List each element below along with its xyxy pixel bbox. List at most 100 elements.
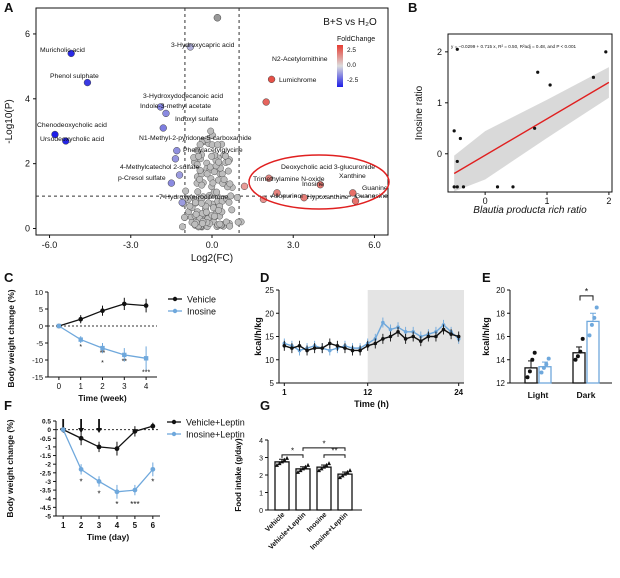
d-data-point [358, 348, 362, 353]
f-x-tick-label: 4 [115, 521, 120, 530]
g-data-point [322, 464, 326, 469]
f-legend-label: Vehicle+Leptin [186, 418, 245, 428]
g-data-point [282, 457, 287, 462]
a-point-label: Inosine [302, 181, 324, 188]
f-x-tick-label: 2 [79, 521, 84, 530]
e-data-point [589, 322, 594, 327]
f-dose-arrow-head [78, 428, 85, 433]
f-y-tick-label: -4.5 [40, 505, 52, 512]
a-point-label: 7-Hydroxyferrociferone [159, 194, 228, 201]
f-legend-label: Inosine+Leptin [186, 430, 245, 440]
a-neutral-point [220, 176, 228, 183]
b-y-tick-label: 0 [437, 149, 442, 159]
a-x-tick-label: 6.0 [368, 240, 381, 250]
g-data-point [303, 464, 308, 469]
a-data-point [349, 189, 357, 197]
a-point-label: p-Cresol sulfate [118, 175, 166, 182]
a-y-axis-label: -Log10(P) [4, 99, 15, 143]
b-equation-annotation: y = −0.0299 + 0.715 x, R² = 0.50, R²adj … [451, 44, 577, 49]
a-y-tick-label: 4 [25, 94, 30, 104]
a-point-label: N2-Acetylornithine [272, 56, 328, 63]
e-data-point [530, 357, 535, 362]
a-data-point [267, 75, 276, 83]
g-data-point [306, 462, 310, 467]
f-data-point [114, 446, 120, 452]
g-data-point [340, 473, 345, 478]
b-fit-line [453, 81, 610, 175]
g-data-point [285, 455, 289, 460]
a-neutral-point [224, 167, 232, 175]
c-legend-label: Inosine [187, 307, 216, 317]
g-data-point [301, 466, 305, 471]
e-y-tick-label: 16 [496, 333, 505, 342]
c-data-point [143, 356, 149, 361]
f-y-tick-label: -3 [45, 479, 51, 486]
f-y-tick-label: -2.5 [40, 470, 52, 477]
e-data-point [587, 333, 592, 338]
b-data-point [511, 185, 515, 189]
c-data-point [100, 308, 105, 314]
g-data-point [319, 466, 324, 471]
b-data-point [495, 185, 500, 189]
c-legend-label: Vehicle [187, 295, 216, 305]
f-significance-mark: * [80, 477, 83, 486]
f-x-axis-label: Time (day) [87, 532, 130, 542]
a-legend-tick-label: 0.0 [347, 62, 356, 69]
f-x-tick-label: 1 [61, 521, 66, 530]
a-neutral-point [206, 163, 214, 171]
d-x-tick-label: 12 [363, 388, 372, 397]
g-significance-bracket [323, 454, 346, 458]
b-data-point [455, 185, 459, 189]
a-neutral-point [214, 141, 222, 149]
a-neutral-point [196, 175, 204, 183]
a-neutral-point [193, 161, 201, 169]
f-series-line [62, 429, 154, 493]
c-significance-mark: * [101, 360, 104, 367]
a-point-label: Phenylacetylglycine [183, 147, 243, 154]
a-legend-colorbar [337, 45, 343, 87]
a-point-label: 4-Methylcatechol 2-sulfate [120, 164, 200, 171]
e-data-point [544, 362, 549, 367]
a-neutral-point [195, 152, 203, 160]
a-data-point [159, 124, 167, 132]
d-data-point [381, 337, 385, 341]
c-data-point [78, 316, 83, 322]
a-data-point [273, 189, 281, 197]
d-data-point [449, 332, 453, 336]
f-x-tick-label: 6 [151, 521, 156, 530]
e-significance-mark: * [585, 287, 589, 297]
c-y-tick-label: 0 [39, 322, 43, 331]
f-y-tick-label: -4 [45, 496, 51, 503]
d-data-point [403, 337, 408, 341]
f-significance-mark: * [115, 500, 118, 509]
c-data-point [143, 303, 149, 308]
a-point-label: Deoxycholic acid 3-glucuronide [281, 164, 375, 171]
a-neutral-point [196, 141, 204, 148]
a-neutral-point [209, 179, 217, 187]
c-data-point [56, 323, 62, 329]
f-y-tick-label: 0 [47, 427, 51, 434]
d-data-point [335, 344, 340, 348]
d-dark-phase-shading [367, 290, 464, 383]
b-x-tick-label: 1 [545, 196, 550, 206]
e-category-label: Dark [577, 390, 596, 400]
e-y-tick-label: 20 [496, 286, 505, 295]
e-data-point [525, 375, 530, 380]
d-y-tick-label: 15 [265, 333, 274, 342]
g-bar [316, 466, 332, 511]
a-neutral-point [228, 206, 236, 214]
d-data-point [441, 327, 446, 332]
f-data-point [78, 466, 84, 472]
a-neutral-point [198, 181, 206, 189]
a-neutral-point [186, 202, 194, 210]
g-bar [337, 473, 353, 511]
a-point-label: Phenol sulphate [50, 73, 99, 80]
b-data-point [548, 83, 552, 87]
e-bar [586, 320, 600, 384]
a-neutral-point [179, 223, 186, 231]
a-y-tick-label: 0 [25, 224, 30, 234]
a-highlight-ellipse [248, 154, 390, 210]
panel-letter-a: A [4, 0, 14, 15]
